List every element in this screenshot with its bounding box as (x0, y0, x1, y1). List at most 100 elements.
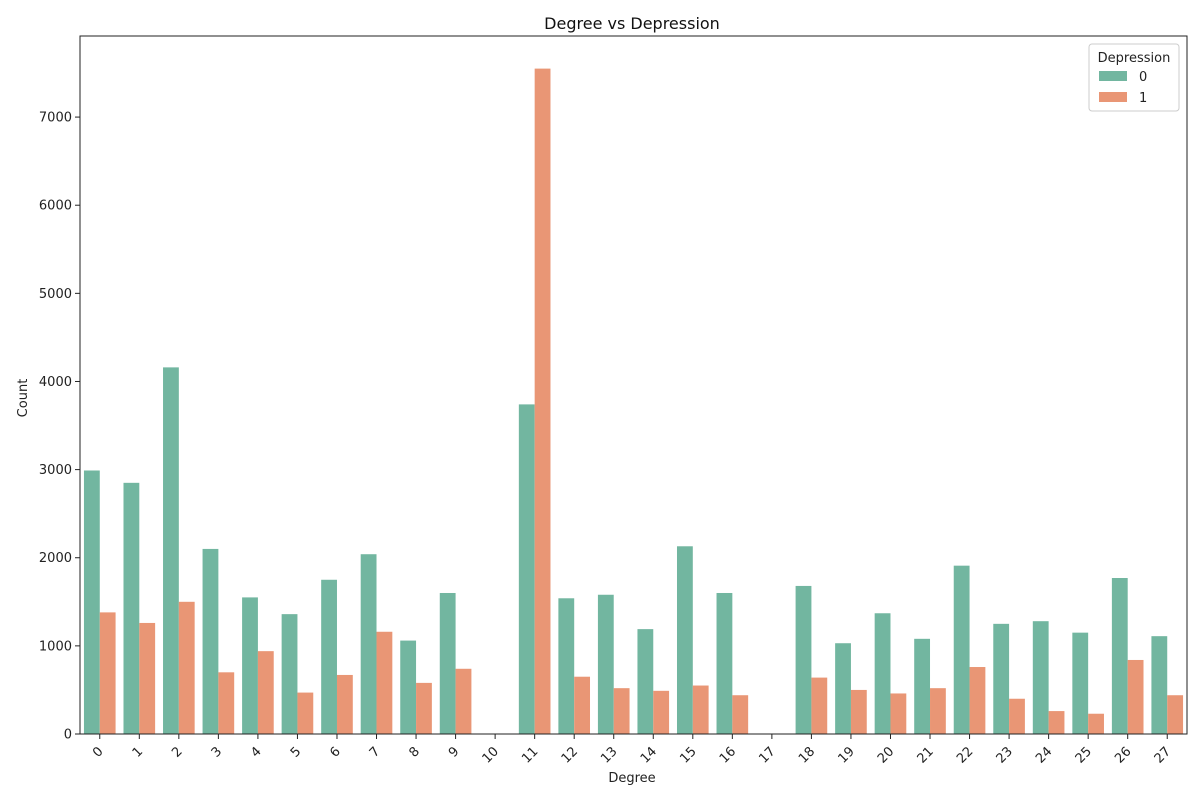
y-tick-label: 1000 (39, 639, 72, 654)
bars (83, 68, 1184, 735)
bar-9-series-0 (439, 592, 456, 734)
x-tick-label: 4 (248, 744, 264, 760)
bar-2-series-0 (163, 367, 179, 734)
y-axis: 0 1000 2000 3000 4000 5000 6000 7000 (39, 111, 80, 743)
bar-25-series-1 (1088, 713, 1104, 734)
x-tick-label: 9 (446, 744, 462, 760)
y-tick-label: 0 (64, 728, 72, 743)
plot-background (80, 36, 1187, 734)
bar-5-series-0 (281, 614, 298, 734)
legend-swatch-1 (1099, 92, 1127, 102)
bar-20-series-1 (890, 693, 907, 734)
bar-7-series-1 (376, 631, 393, 734)
bar-7-series-0 (360, 554, 377, 734)
legend: Depression 0 1 (1088, 43, 1180, 112)
x-tick-label: 7 (367, 744, 383, 760)
bar-1-series-1 (139, 622, 156, 734)
bar-11-series-1 (534, 68, 551, 735)
x-tick-label: 2 (169, 744, 185, 760)
x-tick-label: 19 (835, 744, 857, 766)
bar-21-series-0 (914, 638, 931, 734)
bar-26-series-1 (1127, 659, 1144, 734)
x-tick-label: 21 (915, 744, 937, 766)
x-tick-label: 11 (519, 744, 541, 766)
bar-0-series-0 (83, 470, 100, 734)
bar-14-series-1 (653, 690, 670, 734)
x-tick-label: 25 (1073, 744, 1095, 766)
bar-14-series-0 (637, 629, 654, 734)
bar-5-series-1 (297, 692, 314, 734)
bar-6-series-0 (321, 579, 337, 734)
bar-16-series-1 (732, 695, 749, 734)
bar-4-series-1 (257, 651, 274, 734)
bar-22-series-1 (969, 667, 986, 734)
x-tick-label: 23 (994, 744, 1016, 766)
bar-6-series-1 (336, 674, 353, 734)
y-tick-label: 2000 (39, 551, 72, 566)
bar-25-series-0 (1072, 632, 1089, 734)
x-axis-label: Degree (608, 771, 655, 786)
x-tick-label: 15 (677, 744, 699, 766)
bar-4-series-0 (242, 597, 258, 734)
y-tick-label: 6000 (39, 199, 72, 214)
x-tick-label: 0 (90, 744, 106, 760)
y-tick-label: 5000 (39, 287, 72, 302)
bar-1-series-0 (123, 482, 140, 734)
legend-label-0: 0 (1139, 70, 1147, 85)
plot-area (80, 36, 1187, 734)
bar-12-series-0 (558, 598, 575, 734)
bar-24-series-0 (1032, 621, 1049, 734)
bar-23-series-0 (993, 623, 1010, 734)
bar-19-series-0 (835, 643, 851, 734)
bar-21-series-1 (930, 688, 946, 734)
bar-27-series-0 (1151, 636, 1168, 734)
bar-13-series-0 (597, 594, 614, 734)
bar-24-series-1 (1048, 711, 1065, 734)
x-tick-label: 14 (638, 744, 660, 766)
y-tick-label: 4000 (39, 375, 72, 390)
bar-8-series-0 (400, 640, 417, 734)
bar-15-series-1 (692, 685, 709, 734)
x-tick-label: 24 (1033, 744, 1055, 766)
x-tick-label: 16 (717, 744, 739, 766)
bar-15-series-0 (676, 546, 693, 734)
x-tick-label: 6 (327, 744, 343, 760)
bar-16-series-0 (716, 592, 733, 734)
y-tick-label: 7000 (39, 111, 72, 126)
bar-9-series-1 (455, 668, 472, 734)
x-tick-label: 22 (954, 744, 976, 766)
x-tick-label: 10 (480, 744, 502, 766)
bar-3-series-1 (218, 672, 235, 734)
bar-18-series-0 (795, 585, 812, 734)
bar-19-series-1 (850, 689, 867, 734)
x-tick-label: 18 (796, 744, 818, 766)
bar-18-series-1 (811, 677, 828, 734)
chart-title: Degree vs Depression (544, 14, 720, 33)
x-tick-label: 17 (756, 744, 778, 766)
x-tick-label: 20 (875, 744, 897, 766)
x-axis: 0 1 2 3 4 5 6 7 8 9 10 11 12 13 14 15 16 17 18 19 20 21 22 23 24… (90, 734, 1174, 767)
bar-3-series-0 (202, 548, 219, 734)
x-tick-label: 26 (1112, 744, 1134, 766)
x-tick-label: 1 (130, 744, 146, 760)
legend-title: Depression (1098, 51, 1171, 66)
x-tick-label: 3 (209, 744, 225, 760)
bar-11-series-0 (518, 404, 535, 734)
x-tick-label: 12 (559, 744, 581, 766)
y-axis-label: Count (16, 379, 31, 418)
bar-13-series-1 (613, 688, 630, 734)
bar-2-series-1 (178, 601, 195, 734)
bar-20-series-0 (874, 613, 891, 734)
legend-swatch-0 (1099, 71, 1127, 81)
bar-23-series-1 (1009, 698, 1025, 734)
legend-label-1: 1 (1139, 91, 1147, 106)
x-tick-label: 13 (598, 744, 620, 766)
plot-frame (79, 35, 1188, 735)
bar-26-series-0 (1111, 578, 1128, 734)
x-tick-label: 8 (406, 744, 422, 760)
bar-0-series-1 (99, 612, 116, 734)
x-tick-label: 5 (288, 744, 304, 760)
bar-12-series-1 (574, 676, 591, 734)
bar-8-series-1 (416, 682, 432, 734)
